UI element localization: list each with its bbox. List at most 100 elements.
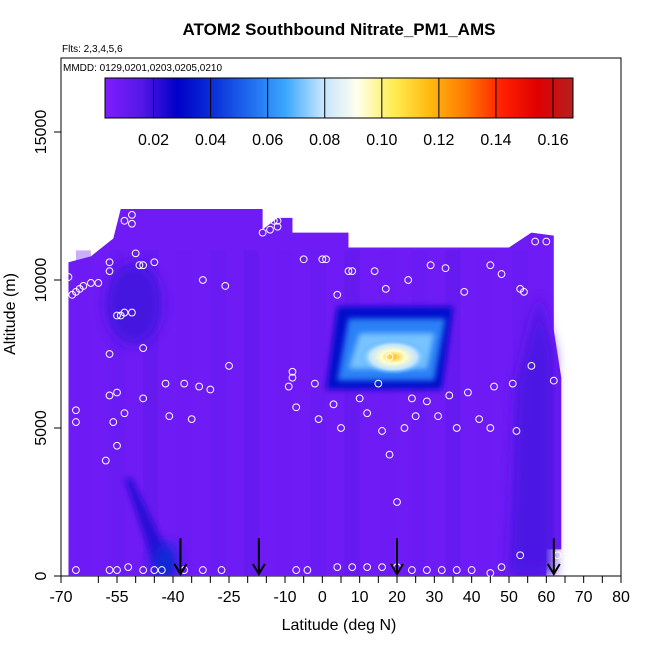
arrow-head xyxy=(390,563,404,576)
y-tick-label: 15000 xyxy=(33,110,50,155)
arrow-head xyxy=(173,563,188,576)
flight-track-point xyxy=(161,379,170,388)
colorbar-tick-label: 0.10 xyxy=(366,132,397,149)
flight-track-point xyxy=(378,563,386,572)
flight-track-point xyxy=(150,258,159,267)
flight-track-point xyxy=(512,427,521,435)
x-tick-label: 50 xyxy=(500,589,518,606)
field-band xyxy=(210,250,226,576)
field-band xyxy=(75,250,91,576)
flight-track-point xyxy=(128,308,136,317)
flight-track-point xyxy=(120,216,129,225)
flight-track-point xyxy=(206,385,215,394)
flight-track-point xyxy=(139,261,148,270)
y-tick-label: 10000 xyxy=(33,258,50,303)
x-axis-label: Latitude (deg N) xyxy=(282,617,397,634)
flight-track-point xyxy=(333,290,342,299)
flight-track-point xyxy=(408,566,416,574)
flight-track-point xyxy=(86,279,95,287)
field-band xyxy=(311,250,327,576)
flight-track-point xyxy=(516,551,525,560)
colorbar-ticks: 0.02 0.04 0.06 0.08 0.10 0.12 0.14 0.16 xyxy=(138,78,569,149)
north-column xyxy=(509,294,554,576)
flight-track-point xyxy=(131,249,140,258)
flight-track-point xyxy=(135,261,144,270)
flight-track-point xyxy=(508,379,517,388)
flight-track-point xyxy=(344,267,353,276)
y-axis-label: Altitude (m) xyxy=(2,273,19,355)
x-tick-label: -10 xyxy=(273,589,296,606)
flight-track-point xyxy=(434,412,442,421)
flight-track-point xyxy=(381,284,390,293)
colorbar-tick-label: 0.16 xyxy=(537,132,568,149)
flight-track-point xyxy=(258,228,267,237)
field-band xyxy=(243,250,259,576)
flight-track-point xyxy=(79,282,88,290)
flight-track-point xyxy=(333,563,342,572)
flight-track-point xyxy=(128,210,136,219)
flight-track-point xyxy=(355,394,364,403)
flight-track-point xyxy=(105,267,114,276)
region-0 xyxy=(326,306,453,390)
flight-track-point xyxy=(221,282,230,290)
flight-track-point xyxy=(404,276,413,284)
x-tick-label: -25 xyxy=(217,589,240,606)
flight-track-point xyxy=(225,361,233,370)
y-axis: 0 5000 10000 15000 xyxy=(33,110,61,580)
flight-track-point xyxy=(128,219,136,228)
flight-track-point xyxy=(374,379,383,388)
flight-track-point xyxy=(452,424,461,432)
y-tick-label: 0 xyxy=(33,571,50,580)
colorbar-tick-label: 0.02 xyxy=(138,132,169,149)
flight-track-point xyxy=(445,391,454,400)
flight-track-point xyxy=(486,424,495,432)
region-3 xyxy=(509,294,554,576)
flight-track-point xyxy=(288,373,297,382)
flight-track-point xyxy=(378,427,386,435)
heatmap-field xyxy=(68,208,562,576)
flight-track-point xyxy=(217,566,226,574)
x-tick-label: -55 xyxy=(105,589,128,606)
flight-track-point xyxy=(292,403,301,412)
flight-track-point xyxy=(363,409,372,418)
flight-track-point xyxy=(72,566,80,574)
flight-track-point xyxy=(303,566,312,574)
arrow-head xyxy=(252,563,266,576)
flight-track-point xyxy=(337,424,345,432)
x-axis: -70 -55 -40 -25 -10 0 10 20 30 40 50 60 70 80 xyxy=(49,576,630,606)
flight-track-point xyxy=(72,406,80,415)
colorbar: 0.02 0.04 0.06 0.08 0.10 0.12 0.14 0.16 xyxy=(104,77,574,149)
colorbar-gradient-bar xyxy=(104,77,574,119)
flight-track-point xyxy=(318,255,327,264)
x-tick-label: 70 xyxy=(575,589,593,606)
flight-track-point xyxy=(273,222,282,231)
y-tick-label: 5000 xyxy=(33,410,50,446)
flight-track-point xyxy=(452,566,461,574)
arrow-head xyxy=(546,563,561,576)
flight-track-point xyxy=(105,258,114,267)
flight-track-point xyxy=(195,382,204,391)
flight-track-point xyxy=(385,353,394,361)
flight-track-point xyxy=(165,412,174,421)
flight-track-point xyxy=(490,382,498,391)
colorbar-tick-label: 0.06 xyxy=(252,132,283,149)
flight-track-point xyxy=(348,267,357,276)
flight-track-point xyxy=(150,566,159,574)
field-band xyxy=(479,250,495,576)
flight-track-point xyxy=(288,367,297,376)
flight-track-point xyxy=(139,566,148,574)
flight-track-point xyxy=(273,216,282,225)
flight-track-point xyxy=(393,498,401,506)
flight-track-point xyxy=(120,409,129,418)
flight-track-point xyxy=(475,415,484,424)
flight-track-point xyxy=(486,261,495,270)
flight-track-point xyxy=(542,237,551,246)
flight-track-point xyxy=(411,412,420,421)
flight-track-point xyxy=(549,376,558,385)
dates-label: MMDD: 0129,0201,0203,0205,0210 xyxy=(63,63,222,74)
flight-track-point xyxy=(422,397,431,406)
flight-track-point xyxy=(310,379,319,388)
x-tick-label: 80 xyxy=(612,589,630,606)
flight-track-point xyxy=(464,388,472,397)
